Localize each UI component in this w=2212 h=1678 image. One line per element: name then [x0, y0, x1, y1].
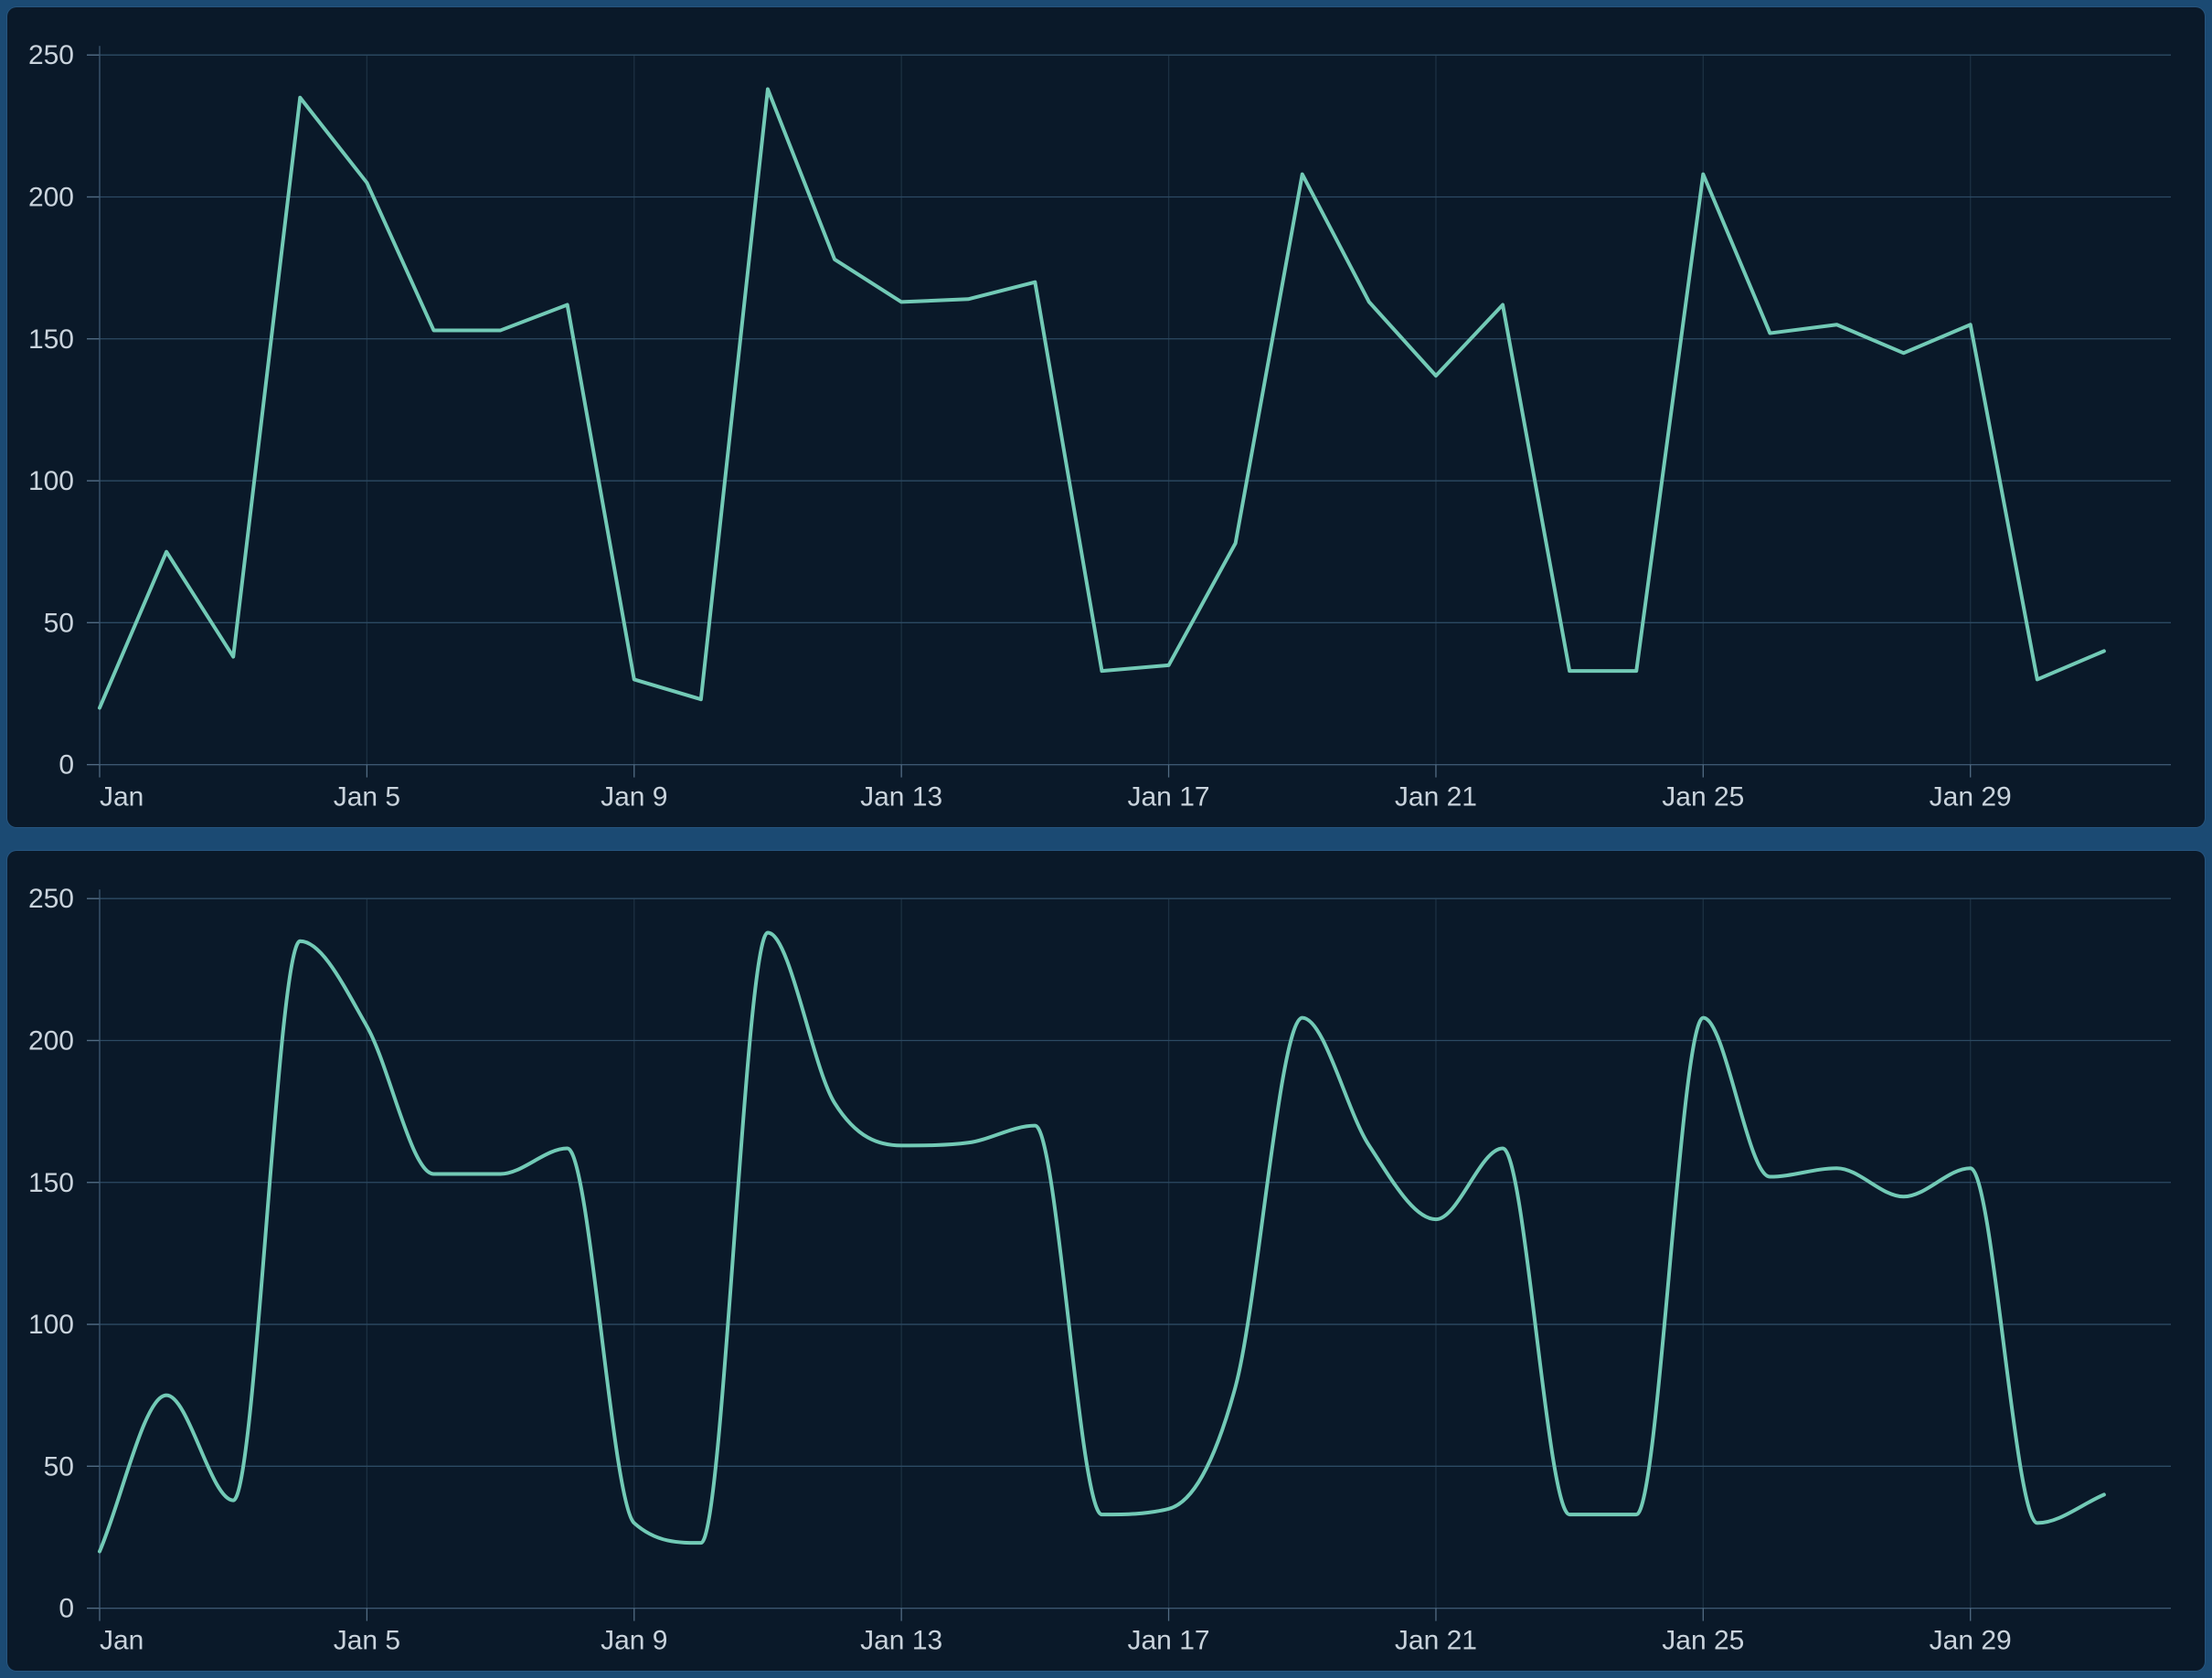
svg-text:Jan 25: Jan 25: [1662, 782, 1744, 812]
svg-text:150: 150: [28, 324, 74, 355]
svg-text:Jan 29: Jan 29: [1930, 782, 2012, 812]
svg-text:Jan 5: Jan 5: [334, 782, 400, 812]
svg-text:Jan: Jan: [100, 782, 144, 812]
svg-text:250: 250: [28, 40, 74, 70]
svg-text:150: 150: [28, 1168, 74, 1198]
svg-text:0: 0: [58, 750, 74, 781]
svg-text:0: 0: [58, 1594, 74, 1624]
svg-text:Jan 29: Jan 29: [1930, 1626, 2012, 1656]
svg-text:Jan 17: Jan 17: [1128, 1626, 1210, 1656]
svg-text:200: 200: [28, 1025, 74, 1056]
svg-text:Jan 13: Jan 13: [860, 782, 942, 812]
svg-text:Jan 21: Jan 21: [1395, 1626, 1477, 1656]
svg-text:100: 100: [28, 466, 74, 496]
svg-text:100: 100: [28, 1310, 74, 1340]
svg-text:Jan 5: Jan 5: [334, 1626, 400, 1656]
svg-text:Jan 13: Jan 13: [860, 1626, 942, 1656]
svg-text:Jan 21: Jan 21: [1395, 782, 1477, 812]
svg-text:250: 250: [28, 884, 74, 914]
svg-text:50: 50: [44, 1451, 74, 1482]
svg-text:Jan: Jan: [100, 1626, 144, 1656]
svg-text:200: 200: [28, 182, 74, 212]
svg-text:Jan 17: Jan 17: [1128, 782, 1210, 812]
svg-text:Jan 9: Jan 9: [601, 782, 667, 812]
svg-text:50: 50: [44, 608, 74, 638]
svg-text:Jan 25: Jan 25: [1662, 1626, 1744, 1656]
svg-text:Jan 9: Jan 9: [601, 1626, 667, 1656]
